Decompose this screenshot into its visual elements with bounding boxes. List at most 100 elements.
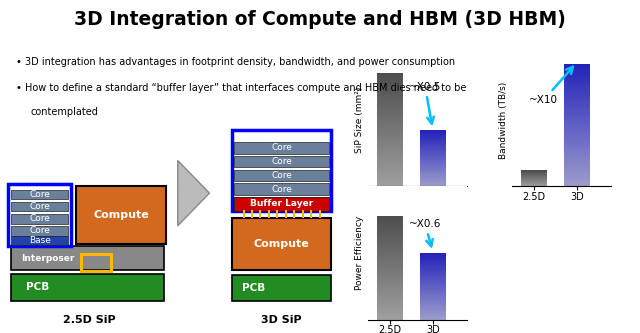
Bar — [520, 177, 547, 178]
Bar — [420, 157, 445, 159]
Bar — [564, 125, 589, 127]
Bar — [420, 178, 445, 179]
Bar — [520, 175, 547, 176]
Bar — [520, 170, 547, 171]
Bar — [420, 170, 445, 171]
Bar — [376, 143, 403, 145]
Bar — [564, 107, 589, 109]
Bar — [420, 271, 445, 272]
Bar — [420, 299, 445, 301]
Y-axis label: Bandwidth (TB/s): Bandwidth (TB/s) — [499, 81, 508, 159]
Bar — [420, 153, 445, 154]
Bar — [376, 318, 403, 320]
Bar — [420, 283, 445, 284]
Bar — [520, 170, 547, 171]
Text: • How to define a standard “buffer layer” that interfaces compute and HBM dies n: • How to define a standard “buffer layer… — [16, 83, 467, 93]
Bar — [420, 307, 445, 309]
Bar — [420, 165, 445, 166]
FancyBboxPatch shape — [12, 202, 68, 211]
Bar — [564, 123, 589, 125]
Bar — [564, 152, 589, 154]
Bar — [376, 262, 403, 264]
Bar — [376, 285, 403, 287]
Bar — [420, 256, 445, 257]
Bar — [564, 88, 589, 91]
Bar — [564, 139, 589, 142]
Bar — [376, 141, 403, 143]
Bar — [376, 226, 403, 228]
Bar — [420, 297, 445, 299]
Bar — [420, 160, 445, 161]
Bar — [376, 171, 403, 173]
Bar — [376, 166, 403, 167]
Bar — [564, 76, 589, 78]
Bar — [420, 144, 445, 146]
Y-axis label: SiP Size (mm²): SiP Size (mm²) — [355, 87, 364, 153]
Bar — [420, 285, 445, 286]
Bar — [420, 289, 445, 291]
Bar — [420, 294, 445, 295]
Text: Core: Core — [29, 214, 50, 223]
Bar — [376, 238, 403, 240]
Bar — [420, 130, 445, 132]
Bar — [564, 135, 589, 138]
Bar — [420, 143, 445, 144]
Bar — [376, 304, 403, 306]
Bar — [520, 185, 547, 186]
Bar — [420, 259, 445, 261]
Bar — [420, 147, 445, 148]
Bar — [520, 180, 547, 181]
Bar — [420, 182, 445, 184]
Bar — [564, 178, 589, 180]
Bar — [376, 215, 403, 217]
Bar — [376, 293, 403, 295]
Text: Core: Core — [29, 226, 50, 235]
Bar — [564, 101, 589, 103]
Bar — [420, 145, 445, 147]
Bar — [376, 219, 403, 221]
Bar — [520, 184, 547, 185]
Bar — [420, 287, 445, 289]
Bar — [420, 183, 445, 184]
Bar — [520, 172, 547, 173]
Bar — [376, 314, 403, 316]
FancyBboxPatch shape — [12, 236, 68, 245]
Bar — [564, 141, 589, 144]
Bar — [420, 308, 445, 310]
Bar — [376, 101, 403, 104]
Bar — [564, 82, 589, 84]
Bar — [564, 176, 589, 178]
Bar — [376, 130, 403, 132]
Bar — [376, 286, 403, 288]
Bar — [420, 149, 445, 150]
Bar — [376, 164, 403, 166]
Bar — [420, 309, 445, 311]
Bar — [564, 158, 589, 160]
Bar — [376, 229, 403, 231]
Bar — [564, 156, 589, 158]
Bar — [564, 86, 589, 89]
Bar — [376, 271, 403, 273]
Bar — [420, 318, 445, 320]
Bar — [376, 222, 403, 224]
Bar — [420, 275, 445, 276]
Bar — [420, 171, 445, 172]
Bar — [420, 255, 445, 256]
Bar — [564, 111, 589, 113]
Bar — [564, 84, 589, 86]
Bar — [376, 134, 403, 136]
Bar — [564, 137, 589, 140]
Polygon shape — [178, 161, 209, 226]
Bar — [376, 266, 403, 268]
Bar — [564, 70, 589, 72]
FancyBboxPatch shape — [12, 226, 68, 236]
Bar — [376, 177, 403, 179]
Text: PCB: PCB — [242, 283, 266, 293]
Bar — [520, 176, 547, 177]
Bar — [420, 135, 445, 136]
Bar — [420, 131, 445, 133]
Bar — [420, 179, 445, 180]
Bar — [420, 164, 445, 165]
Bar — [564, 131, 589, 134]
Bar — [376, 107, 403, 109]
